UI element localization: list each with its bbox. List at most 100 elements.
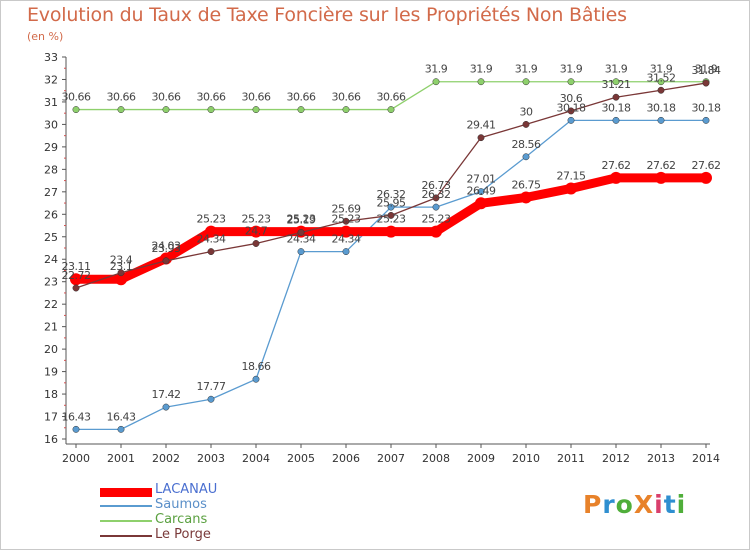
data-label-carcans: 30.66 xyxy=(62,91,91,104)
data-point-saumos xyxy=(72,425,80,433)
legend-swatch xyxy=(100,520,152,522)
data-point-le-porge xyxy=(342,217,350,225)
data-label-carcans: 30.66 xyxy=(287,91,316,104)
y-tick-label: 22 xyxy=(44,298,58,311)
data-label-lacanau: 23.11 xyxy=(62,260,91,273)
x-tick-label: 2002 xyxy=(152,452,180,465)
data-point-saumos xyxy=(387,203,395,211)
data-label-le-porge: 25.95 xyxy=(377,196,406,209)
x-tick-label: 2001 xyxy=(107,452,135,465)
data-label-carcans: 31.9 xyxy=(425,63,448,76)
data-point-le-porge xyxy=(252,240,260,247)
data-label-saumos: 30.18 xyxy=(647,101,676,114)
data-point-carcans xyxy=(567,78,575,86)
x-tick-label: 2004 xyxy=(242,452,270,465)
data-point-saumos xyxy=(657,116,665,124)
x-tick-label: 2014 xyxy=(692,452,720,465)
data-label-saumos: 28.56 xyxy=(512,138,541,151)
y-tick-label: 25 xyxy=(44,231,58,244)
data-label-lacanau: 26.49 xyxy=(467,184,496,197)
legend-label: LACANAU xyxy=(155,482,218,497)
x-tick-label: 2011 xyxy=(557,452,585,465)
data-label-lacanau: 27.62 xyxy=(602,159,631,172)
data-label-saumos: 26.32 xyxy=(422,188,451,201)
data-point-le-porge xyxy=(702,79,710,87)
logo-letter: i xyxy=(676,490,687,519)
data-label-lacanau: 25.23 xyxy=(377,213,406,226)
x-tick-label: 2003 xyxy=(197,452,225,465)
y-tick-label: 24 xyxy=(44,253,58,266)
x-tick-label: 2008 xyxy=(422,452,450,465)
y-tick-label: 17 xyxy=(44,411,58,424)
y-tick-label: 29 xyxy=(44,141,58,154)
data-label-lacanau: 23.1 xyxy=(110,260,133,273)
y-tick-label: 23 xyxy=(44,276,58,289)
data-label-le-porge: 23.4 xyxy=(110,254,133,267)
legend-swatch xyxy=(100,487,152,497)
x-tick-label: 2010 xyxy=(512,452,540,465)
data-point-saumos xyxy=(522,153,530,161)
data-point-le-porge xyxy=(657,86,665,94)
data-label-saumos: 30.18 xyxy=(557,101,586,114)
data-label-le-porge: 31.84 xyxy=(692,64,721,77)
data-label-le-porge: 31.21 xyxy=(602,78,631,91)
data-point-carcans xyxy=(252,106,260,114)
data-label-carcans: 31.9 xyxy=(470,63,493,76)
logo-letter: o xyxy=(615,490,634,519)
y-tick-label: 30 xyxy=(44,118,58,131)
data-point-saumos xyxy=(702,116,710,124)
data-label-carcans: 30.66 xyxy=(197,91,226,104)
y-tick-label: 28 xyxy=(44,163,58,176)
data-label-lacanau: 25.23 xyxy=(422,213,451,226)
data-point-saumos xyxy=(252,375,260,383)
data-point-lacanau xyxy=(520,191,532,204)
data-label-lacanau: 27.15 xyxy=(557,169,586,182)
data-label-le-porge: 25.69 xyxy=(332,202,361,215)
data-point-lacanau xyxy=(205,225,217,238)
data-label-lacanau: 25.23 xyxy=(332,213,361,226)
data-point-carcans xyxy=(72,106,80,114)
data-point-carcans xyxy=(162,106,170,114)
data-point-lacanau xyxy=(70,273,82,286)
data-point-le-porge xyxy=(387,211,395,219)
data-label-saumos: 16.43 xyxy=(107,410,136,423)
data-point-saumos xyxy=(297,248,305,256)
data-point-carcans xyxy=(387,106,395,114)
data-label-le-porge: 23.93 xyxy=(152,242,181,255)
data-point-lacanau xyxy=(430,225,442,238)
data-point-le-porge xyxy=(612,93,620,101)
x-tick-label: 2013 xyxy=(647,452,675,465)
data-label-saumos: 24.34 xyxy=(287,233,316,246)
data-label-saumos: 30.18 xyxy=(602,101,631,114)
data-point-lacanau xyxy=(655,171,667,184)
data-label-saumos: 18.66 xyxy=(242,360,271,373)
logo-letter: X xyxy=(633,490,655,519)
x-tick-label: 2000 xyxy=(62,452,90,465)
data-label-saumos: 24.34 xyxy=(332,233,361,246)
data-label-le-porge: 30 xyxy=(520,105,533,118)
legend-label: Saumos xyxy=(155,497,207,512)
data-point-lacanau xyxy=(700,171,712,184)
data-label-carcans: 31.9 xyxy=(515,63,538,76)
y-tick-label: 32 xyxy=(44,73,58,86)
data-label-carcans: 30.66 xyxy=(332,91,361,104)
x-tick-label: 2005 xyxy=(287,452,315,465)
data-point-lacanau xyxy=(115,273,127,286)
data-point-saumos xyxy=(162,403,170,411)
data-label-le-porge: 26.73 xyxy=(422,179,451,192)
data-point-le-porge xyxy=(297,229,305,236)
data-point-carcans xyxy=(297,106,305,114)
data-point-carcans xyxy=(477,78,485,86)
data-label-saumos: 16.43 xyxy=(62,410,91,423)
y-tick-label: 19 xyxy=(44,366,58,379)
legend-label: Carcans xyxy=(155,512,208,527)
x-tick-label: 2006 xyxy=(332,452,360,465)
data-point-saumos xyxy=(432,203,440,211)
data-point-carcans xyxy=(207,106,215,114)
data-label-carcans: 30.66 xyxy=(107,91,136,104)
logo-letter: r xyxy=(602,490,616,519)
data-point-le-porge xyxy=(117,269,125,277)
data-label-carcans: 30.66 xyxy=(152,91,181,104)
data-label-le-porge: 25.19 xyxy=(287,213,316,226)
y-tick-label: 31 xyxy=(44,96,58,109)
